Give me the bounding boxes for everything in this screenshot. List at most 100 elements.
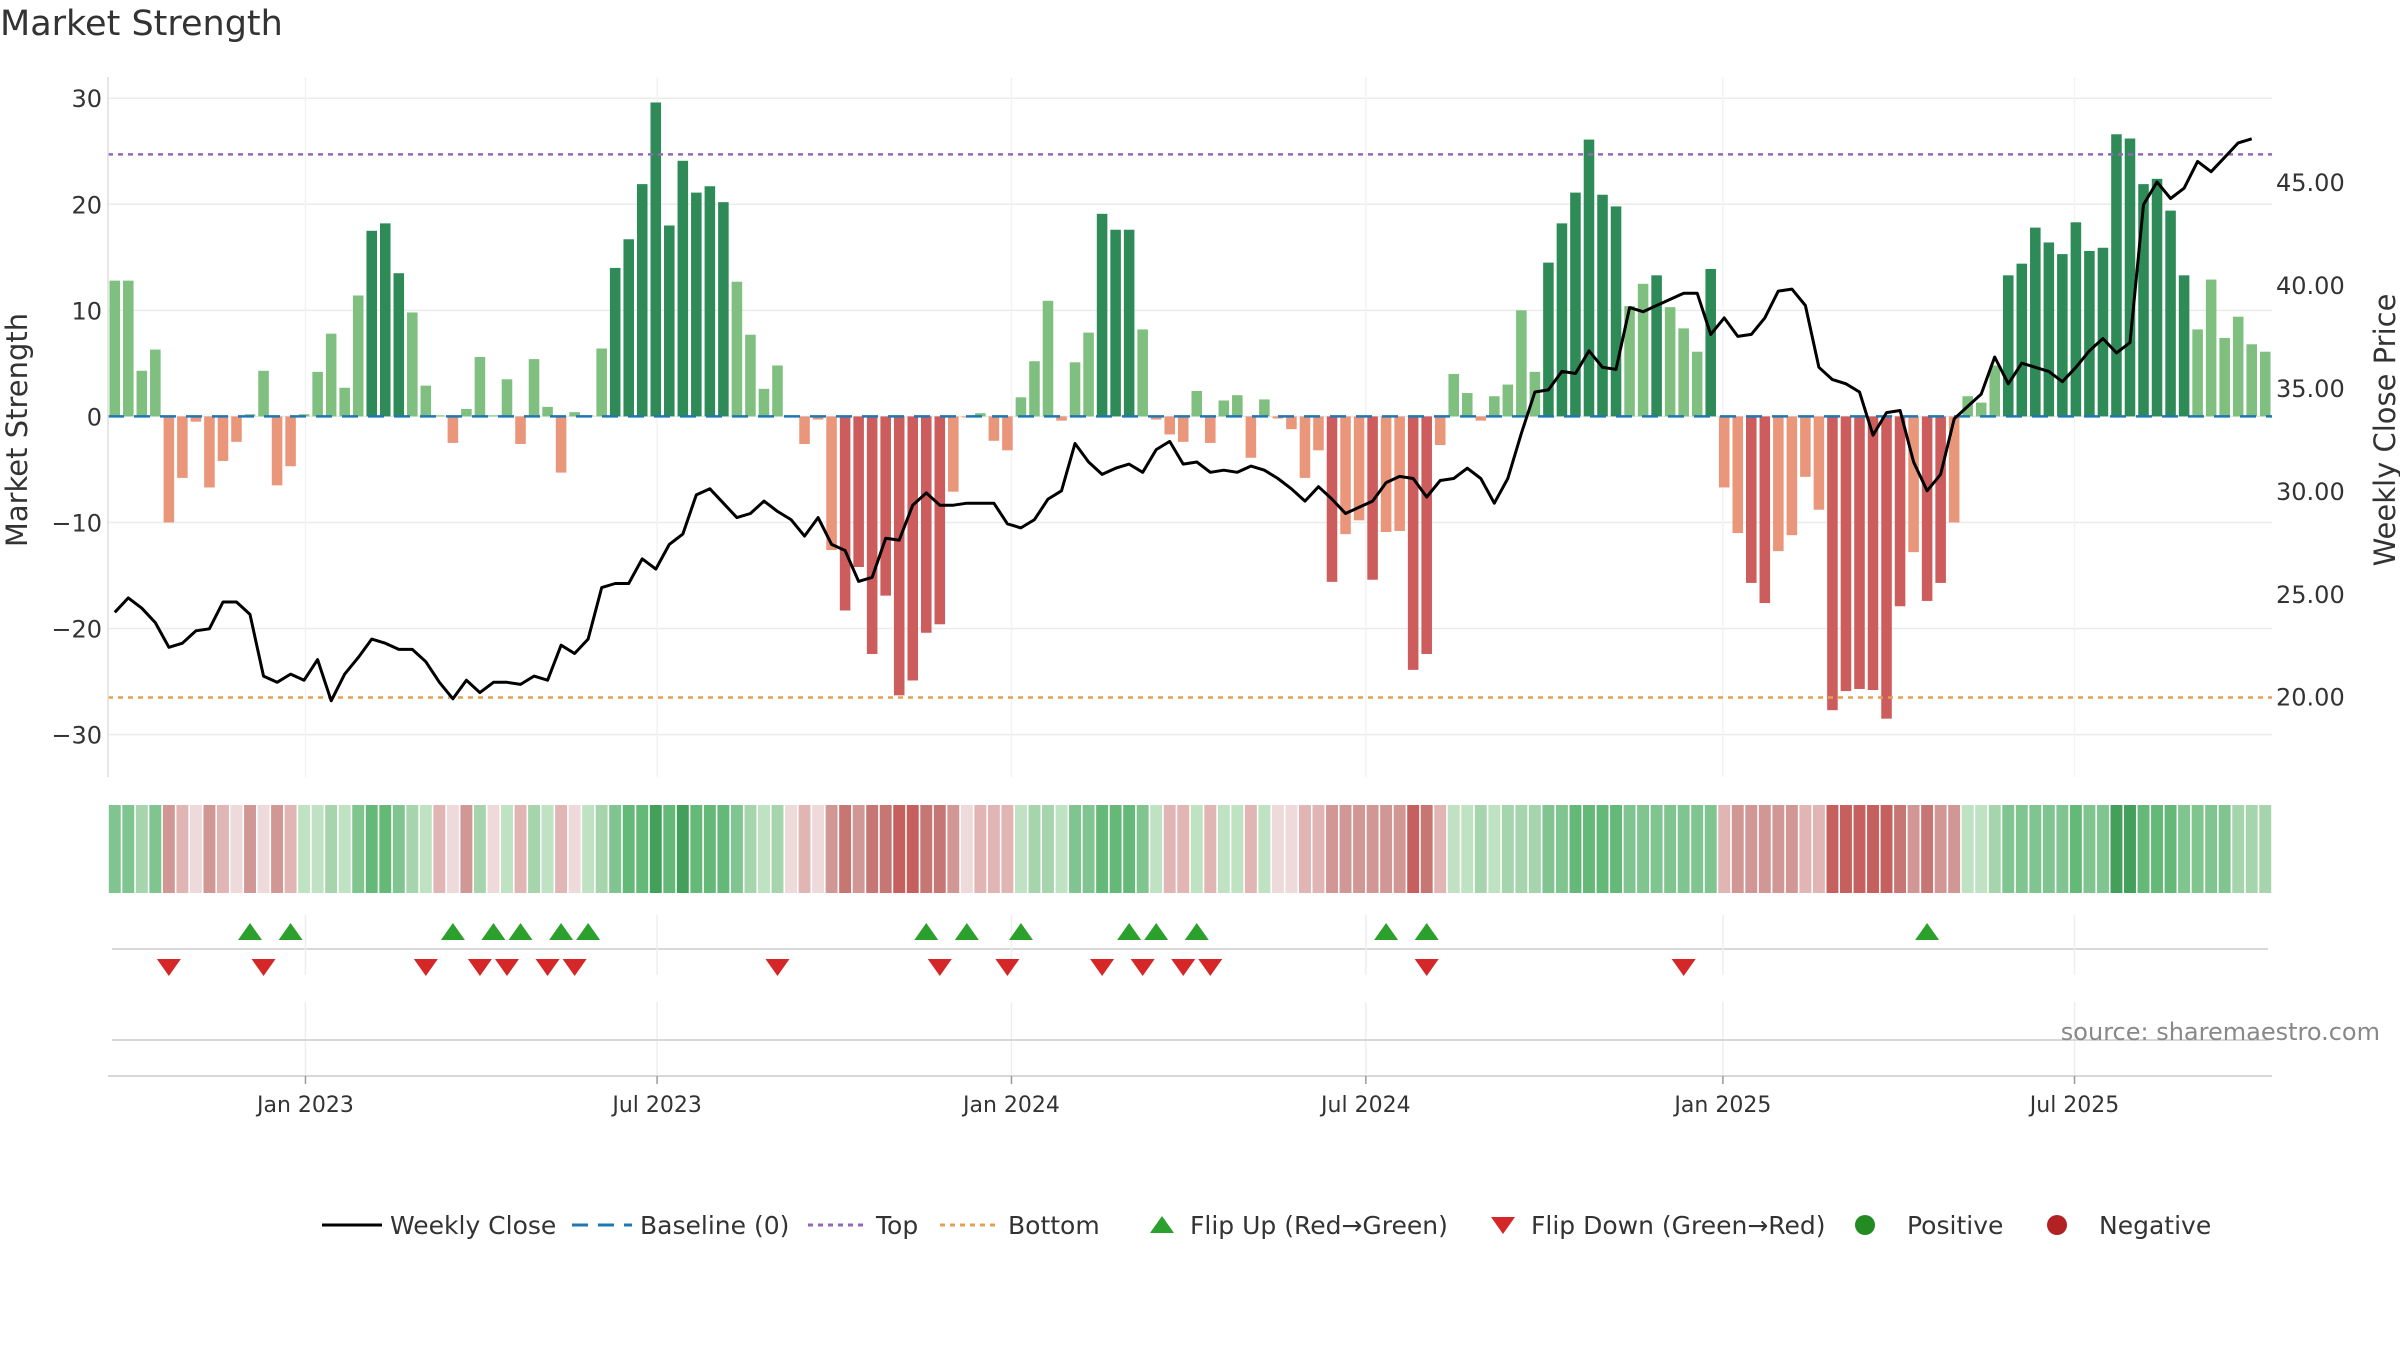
strength-bar <box>1543 262 1554 417</box>
band-cell <box>1569 805 1582 893</box>
legend-negative-icon <box>2047 1215 2067 1235</box>
band-cell <box>2205 805 2218 893</box>
strength-bar <box>1272 416 1284 419</box>
band-cell <box>852 805 865 893</box>
strength-bars <box>109 102 2271 719</box>
band-cell <box>2083 805 2096 893</box>
strength-bar <box>1583 139 1595 417</box>
strength-bar <box>920 416 932 633</box>
strength-bar <box>177 416 188 478</box>
band-cell <box>866 805 879 893</box>
band-cell <box>514 805 527 893</box>
strength-bar <box>2124 138 2136 417</box>
band-cell <box>1623 805 1636 893</box>
flip-down-marker <box>413 959 438 976</box>
band-cell <box>798 805 811 893</box>
strength-bar <box>988 416 1000 441</box>
strength-bar <box>136 370 148 417</box>
weekly-close-polyline <box>113 137 2253 703</box>
flip-up-marker <box>1184 923 1209 940</box>
strength-bar <box>1489 396 1500 417</box>
strength-bar <box>2151 178 2163 417</box>
band-cell <box>1921 805 1934 893</box>
band-cell <box>893 805 906 893</box>
strength-bar <box>1069 362 1081 417</box>
strength-bar <box>1205 416 1216 443</box>
flip-up-marker <box>238 923 263 940</box>
band-cell <box>1217 805 1230 893</box>
band-cell <box>162 805 175 893</box>
strength-bar <box>379 223 391 417</box>
band-cell <box>1163 805 1176 893</box>
strength-bar <box>352 295 364 417</box>
strength-bar <box>1516 310 1527 417</box>
strength-bar <box>1232 395 1243 417</box>
band-cell <box>1096 805 1109 893</box>
strength-bar <box>1245 416 1257 458</box>
band-cell <box>257 805 270 893</box>
strength-bar <box>123 280 134 417</box>
strength-bar <box>217 416 229 461</box>
band-cell <box>433 805 446 893</box>
x-tick-label: Jan 2025 <box>1672 1093 1771 1118</box>
strength-bar <box>1610 206 1622 417</box>
flip-up-marker <box>1915 923 1940 940</box>
strength-bar <box>1678 328 1689 417</box>
legend-label: Positive <box>1907 1211 2003 1240</box>
band-cell <box>460 805 473 893</box>
strength-bar <box>1353 416 1365 521</box>
weekly-close-line <box>113 137 2253 703</box>
strength-bar <box>948 416 959 492</box>
band-cell <box>1501 805 1514 893</box>
strength-bar <box>975 413 986 417</box>
band-cell <box>1799 805 1812 893</box>
legend-item: Positive <box>1855 1211 2003 1240</box>
strength-bar <box>880 416 891 596</box>
strength-bar <box>650 102 662 417</box>
strength-bar <box>569 412 580 417</box>
level-lines <box>108 153 2272 699</box>
band-cell <box>825 805 838 893</box>
band-cell <box>2245 805 2258 893</box>
strength-bar <box>420 385 432 417</box>
x-tick-label: Jul 2024 <box>1319 1093 1411 1118</box>
strength-bar <box>1475 416 1487 421</box>
band-cell <box>1961 805 1974 893</box>
strength-bar <box>1813 416 1825 510</box>
band-cell <box>541 805 554 893</box>
right-tick-label: 40.00 <box>2276 272 2345 300</box>
band-cell <box>230 805 243 893</box>
band-cell <box>1691 805 1704 893</box>
band-cell <box>1407 805 1420 893</box>
band-cell <box>338 805 351 893</box>
band-cell <box>1718 805 1731 893</box>
band-cell <box>771 805 784 893</box>
band-cell <box>1380 805 1393 893</box>
band-cell <box>1677 805 1690 893</box>
strength-bar <box>2165 210 2176 417</box>
strength-bar <box>1800 416 1811 477</box>
strength-bar <box>325 333 337 417</box>
strength-bar <box>1570 192 1581 417</box>
band-cell <box>2232 805 2245 893</box>
strength-bar <box>488 415 499 417</box>
strength-bar <box>893 416 905 696</box>
strength-bar <box>190 416 202 422</box>
band-cell <box>744 805 757 893</box>
legend-item: Weekly Close <box>322 1211 556 1240</box>
band-cell <box>1055 805 1068 893</box>
strength-bar <box>1881 416 1892 719</box>
right-axis-label: Weekly Close Price <box>2368 294 2400 567</box>
flip-down-marker <box>1671 959 1696 976</box>
band-cell <box>135 805 148 893</box>
strength-bar <box>1786 416 1798 536</box>
strength-bar <box>866 416 878 654</box>
strength-bar <box>1746 416 1757 583</box>
band-cell <box>2015 805 2028 893</box>
band-cell <box>352 805 365 893</box>
strength-bar <box>1434 416 1446 446</box>
strength-bar <box>934 416 946 625</box>
strength-bar <box>1380 416 1392 532</box>
strength-bar <box>1637 283 1649 417</box>
flip-down-marker <box>927 959 952 976</box>
